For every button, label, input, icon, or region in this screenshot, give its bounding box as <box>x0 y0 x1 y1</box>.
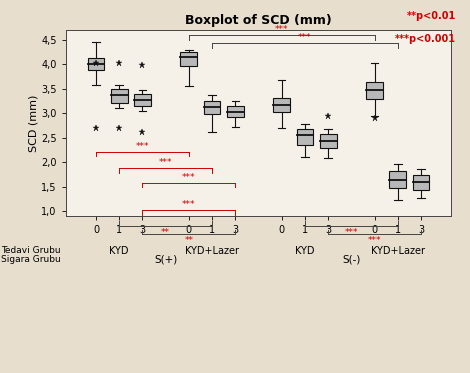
Text: S(+): S(+) <box>154 255 177 264</box>
Text: KYD: KYD <box>295 246 315 256</box>
Text: **p<0.01: **p<0.01 <box>407 11 456 21</box>
Text: ***: *** <box>345 228 358 237</box>
Text: KYD+Lazer: KYD+Lazer <box>371 246 425 256</box>
Text: ***: *** <box>182 200 196 210</box>
Text: **: ** <box>161 228 170 237</box>
Bar <box>274 98 290 112</box>
Bar <box>320 134 337 148</box>
Bar <box>204 101 220 114</box>
Bar <box>87 58 104 70</box>
Bar <box>180 53 197 66</box>
Bar <box>134 94 151 106</box>
Text: ***: *** <box>136 142 149 151</box>
Bar <box>297 129 313 145</box>
Text: Sigara Grubu: Sigara Grubu <box>1 255 61 264</box>
Text: ***: *** <box>368 236 381 245</box>
Bar <box>413 175 430 190</box>
Text: KYD: KYD <box>110 246 129 256</box>
Text: S(-): S(-) <box>342 255 360 264</box>
Bar <box>227 106 243 117</box>
Bar <box>390 171 406 188</box>
Text: Tedavi Grubu: Tedavi Grubu <box>1 246 61 255</box>
Bar <box>111 89 127 103</box>
Text: ***: *** <box>298 33 312 42</box>
Text: ***: *** <box>159 158 172 167</box>
Text: **: ** <box>184 236 193 245</box>
Text: ***: *** <box>182 173 196 182</box>
Text: ***p<0.001: ***p<0.001 <box>395 34 456 44</box>
Text: KYD+Lazer: KYD+Lazer <box>185 246 239 256</box>
Bar <box>366 82 383 98</box>
Y-axis label: SCD (mm): SCD (mm) <box>28 94 39 152</box>
Title: Boxplot of SCD (mm): Boxplot of SCD (mm) <box>185 14 332 27</box>
Text: ***: *** <box>275 25 289 34</box>
